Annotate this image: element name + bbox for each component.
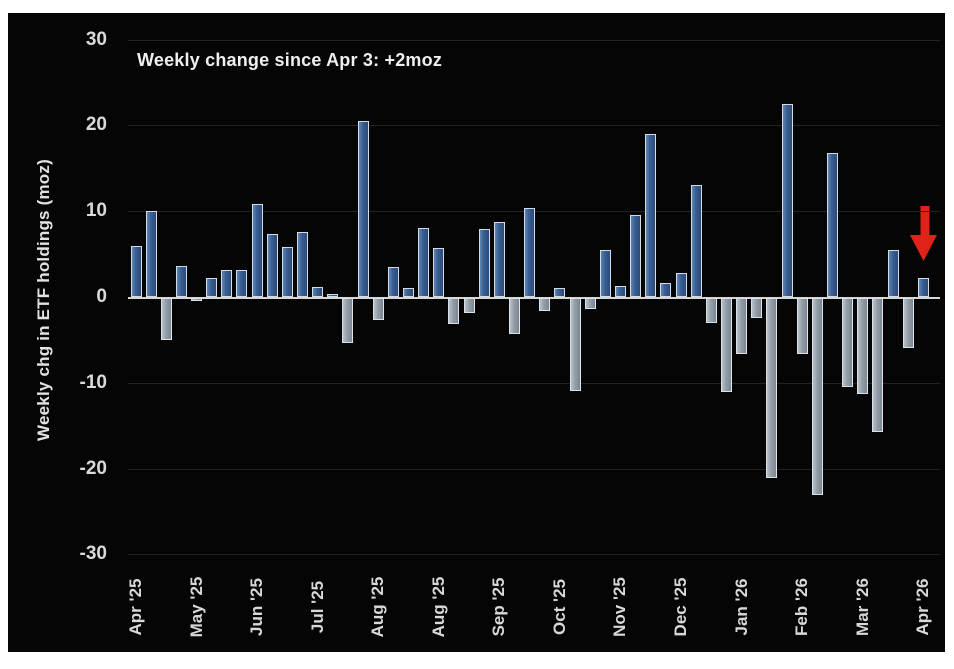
x-tick-label: Jun '25 [247,578,267,636]
y-tick-label: -10 [79,371,107,393]
bar [130,245,142,297]
bar [251,204,263,297]
bar [796,298,808,354]
bar [599,249,611,297]
bar [160,298,172,341]
bar [478,229,490,297]
gridline [128,39,940,41]
bar [463,298,475,313]
bar [660,283,672,297]
bar [281,247,293,297]
y-tick-label: -20 [79,457,107,479]
gridline [128,125,940,127]
x-tick-label: May '25 [186,576,206,638]
x-tick-label: Mar '26 [852,578,872,636]
zero-axis-line [128,297,940,299]
y-tick-label: 30 [85,28,107,50]
x-tick-label: Apr '25 [126,578,145,636]
x-tick-label: Oct '25 [549,578,569,636]
bar [857,298,869,395]
bar [826,152,838,297]
bar [887,249,899,297]
y-tick-label: 10 [85,200,107,222]
x-tick-label: Apr '26 [913,578,933,636]
gridline [128,382,940,384]
bar [766,298,778,479]
x-tick-label: Jul '25 [307,580,327,634]
bar [842,298,854,388]
bar [614,285,626,297]
bar [554,288,566,297]
bar [509,298,520,335]
bar [342,298,354,343]
bar [387,266,399,297]
chart-annotation: Weekly change since Apr 3: +2moz [137,50,443,70]
bar [902,298,914,348]
bar [493,222,505,297]
bar [675,272,687,297]
x-tick-label: Jan '26 [731,578,751,636]
bar [206,278,218,297]
x-tick-label: Dec '25 [671,577,691,637]
bar [524,207,536,297]
bar [403,287,415,297]
bar [372,298,384,321]
y-tick-label: 0 [96,286,107,307]
bar [433,248,445,297]
bar [297,231,309,297]
x-tick-label: Aug '25 [368,576,388,638]
bar [221,269,233,297]
bar [705,298,717,323]
bar [751,298,763,318]
gridline [128,554,940,556]
bar [630,215,642,297]
gridline [128,468,940,470]
x-tick-label: Nov '25 [610,577,630,637]
bar [145,211,157,297]
bar [448,298,460,324]
bar [312,286,324,297]
bar [357,121,369,297]
bar [539,298,551,311]
bar [811,298,823,496]
bar [327,294,339,297]
bar [236,270,248,297]
y-tick-label: 20 [85,114,107,136]
bar [736,298,748,354]
bar [872,298,884,432]
bar [720,298,732,393]
x-tick-label: Aug '25 [428,576,448,638]
bar [175,266,187,297]
bar [645,133,657,297]
bar [418,227,430,297]
x-tick-label: Feb '26 [792,578,812,636]
bar [569,298,581,391]
bar [266,233,278,297]
arrow-down-icon [910,206,937,261]
bar [781,103,793,297]
bar [191,298,203,301]
bar [917,278,929,297]
bar [584,298,596,310]
y-tick-label: -30 [79,543,107,565]
bar [690,185,702,297]
x-tick-label: Sep '25 [489,577,509,637]
